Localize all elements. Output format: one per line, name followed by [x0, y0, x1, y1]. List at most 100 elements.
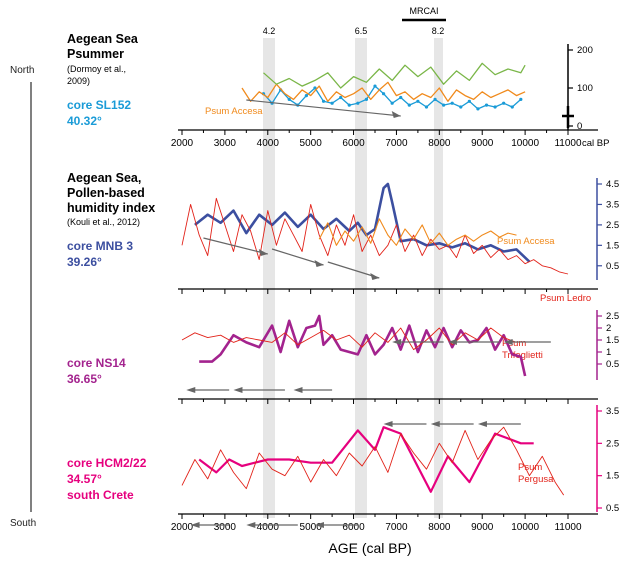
p1-x-tick-label: 6000 — [342, 138, 365, 149]
p1-series-point — [356, 101, 360, 105]
mrcai-label: MRCAI — [410, 6, 439, 16]
p1-series-label: Psum Accesa — [205, 106, 263, 117]
p2-y-tick-label: 1.5 — [606, 240, 619, 251]
p2-title-line2: Pollen-based — [67, 186, 145, 200]
p1-citation-line1: (Dormoy et al., — [67, 64, 126, 74]
p1-series-point — [287, 97, 291, 101]
p3-series-label-line2: Trifoglietti — [502, 350, 543, 361]
p3-core-lat: 36.65° — [67, 372, 102, 386]
p4-y-tick-label: 2.5 — [606, 438, 619, 449]
p1-trend-arrow — [246, 99, 401, 117]
p2-y-tick-label: 0.5 — [606, 261, 619, 272]
p3-trend-arrow-head — [293, 387, 303, 393]
p1-series-point — [304, 94, 308, 98]
p1-series-point — [373, 84, 377, 88]
p1-x-tick-label: 3000 — [214, 138, 237, 149]
p2-core-name: core MNB 3 — [67, 239, 133, 253]
north-label: North — [10, 65, 34, 76]
p1-series-point — [519, 97, 523, 101]
p2-label-ledro: Psum Ledro — [540, 293, 591, 304]
p1-title-line1: Aegean Sea — [67, 32, 139, 46]
p3-y-tick-label: 0.5 — [606, 359, 619, 370]
p1-series-point — [493, 105, 497, 109]
p4-trend-arrow-head — [383, 421, 393, 427]
p1-core-name: core SL152 — [67, 98, 131, 112]
marks-layer — [181, 62, 569, 528]
p4-core-lat: 34.57° — [67, 472, 102, 486]
p1-x-tick-label: 4000 — [257, 138, 280, 149]
p1-series-point — [330, 101, 334, 105]
p1-series-point — [321, 99, 326, 103]
p4-y-tick-label: 1.5 — [606, 471, 619, 482]
p4-trend-arrow-head — [314, 522, 324, 528]
p1-series-point — [339, 95, 343, 100]
event-label-6-5: 6.5 — [355, 26, 368, 36]
p1-series-point — [467, 99, 471, 103]
p1-x-tick-label: 5000 — [300, 138, 323, 149]
p1-series-point — [347, 103, 351, 107]
p1-trend-arrow-head — [391, 111, 401, 118]
event-bands — [263, 38, 443, 518]
p2-series-line-2 — [318, 218, 517, 246]
p2-label-accesa: Psum Accesa — [497, 236, 555, 247]
p3-trend-arrow-head — [392, 339, 402, 345]
p4-trend-arrow-head — [430, 421, 440, 427]
p3-trend-arrow-head — [186, 387, 196, 393]
p1-series-point — [390, 101, 394, 105]
p1-series-point — [433, 97, 437, 101]
p1-axis-unit: cal BP — [582, 138, 609, 149]
p4-series-line-1 — [181, 426, 565, 496]
p2-y-tick-label: 2.5 — [606, 220, 619, 231]
p1-series-point — [407, 103, 411, 107]
p1-series-point — [476, 107, 480, 111]
p4-trend-arrow-head — [190, 522, 200, 528]
p1-series-point — [364, 97, 369, 101]
p1-y-tick-label: 100 — [577, 83, 593, 94]
p4-x-tick-label: 6000 — [342, 522, 365, 533]
p3-y-tick-label: 2 — [606, 323, 611, 334]
p2-title-line1: Aegean Sea, — [67, 171, 141, 185]
p2-trend-arrow — [203, 237, 268, 255]
p2-y-tick-label: 4.5 — [606, 179, 619, 190]
x-axis-label: AGE (cal BP) — [328, 540, 411, 556]
event-label-8-2: 8.2 — [432, 26, 445, 36]
p3-core-name: core NS14 — [67, 356, 126, 370]
p4-x-tick-label: 5000 — [300, 522, 323, 533]
p4-x-tick-label: 2000 — [171, 522, 194, 533]
p1-series-point — [381, 92, 386, 96]
p3-series-label-line1: Psum — [502, 338, 526, 349]
p1-title-line2: Psummer — [67, 47, 124, 61]
band-8-2 — [434, 38, 443, 518]
p4-x-tick-label: 7000 — [385, 522, 408, 533]
p2-trend-arrow — [271, 248, 324, 266]
p4-x-tick-label: 8000 — [428, 522, 451, 533]
p1-series-line-1 — [241, 81, 526, 102]
p1-x-tick-label: 7000 — [385, 138, 408, 149]
p1-x-tick-label: 8000 — [428, 138, 451, 149]
p1-series-point — [313, 86, 317, 90]
p3-trend-arrow-head — [503, 339, 513, 345]
p2-core-lat: 39.26° — [67, 255, 102, 269]
p3-trend-arrow-head — [233, 387, 243, 393]
p2-trend-arrow-head — [314, 260, 324, 267]
p1-series-point — [399, 95, 403, 100]
p1-series-point — [450, 101, 454, 105]
p2-title-line3: humidity index — [67, 201, 155, 215]
p4-x-tick-label: 4000 — [257, 522, 280, 533]
p3-series-line-1 — [181, 327, 517, 351]
p1-series-point — [416, 99, 420, 103]
event-label-4-2: 4.2 — [263, 26, 276, 36]
p1-x-tick-label: 9000 — [471, 138, 494, 149]
p1-citation-line2: 2009) — [67, 76, 90, 86]
p2-y-tick-label: 3.5 — [606, 199, 619, 210]
p2-trend-arrow — [327, 261, 380, 279]
p1-x-tick-label: 11000 — [554, 138, 582, 149]
p1-series-point — [424, 105, 429, 109]
p2-series-line-0 — [194, 182, 531, 263]
p1-series-point — [502, 101, 506, 105]
p4-series-label-line1: Psum — [518, 462, 542, 473]
p4-x-tick-label: 10000 — [511, 522, 539, 533]
band-6-5 — [355, 38, 367, 518]
